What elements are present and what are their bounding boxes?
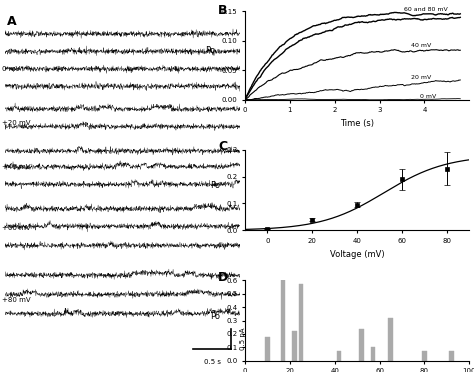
Bar [449,352,454,361]
Bar [281,280,285,361]
Text: +80 mV: +80 mV [2,296,31,303]
Bar [422,352,427,361]
Text: 60 and 80 mV: 60 and 80 mV [404,7,448,12]
Bar [265,337,270,361]
Bar [337,352,341,361]
Text: +20 mV: +20 mV [2,120,31,126]
Text: C: C [218,140,227,153]
Y-axis label: Po: Po [210,181,220,190]
Text: B: B [218,4,228,17]
Text: +60 mV: +60 mV [2,225,31,231]
Y-axis label: Po: Po [205,46,215,55]
Text: 40 mV: 40 mV [411,43,431,48]
Bar [389,318,393,361]
Y-axis label: Po: Po [210,312,220,321]
Text: 0 mV: 0 mV [2,66,21,72]
Text: +40 mV: +40 mV [2,164,31,170]
Bar [292,331,297,361]
Text: A: A [7,15,17,28]
X-axis label: Voltage (mV): Voltage (mV) [330,250,384,259]
Text: D: D [218,270,228,283]
Text: 0.5 s: 0.5 s [203,359,220,365]
Text: 0 mV: 0 mV [420,94,436,99]
Bar [371,347,375,361]
Bar [299,284,303,361]
Text: 20 mV: 20 mV [411,75,431,80]
X-axis label: Time (s): Time (s) [340,119,374,128]
Text: 0.5 pA: 0.5 pA [240,328,246,350]
Bar [359,328,364,361]
